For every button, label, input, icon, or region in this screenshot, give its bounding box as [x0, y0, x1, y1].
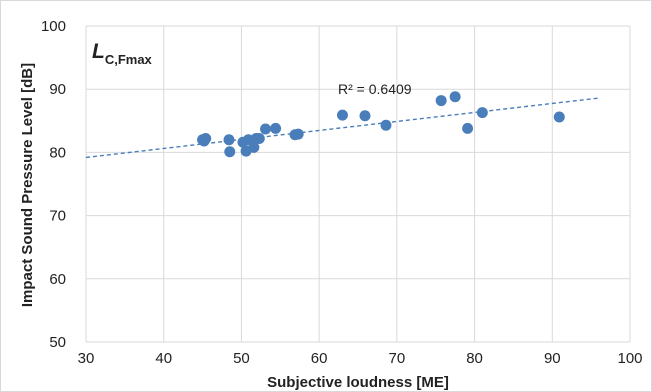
- x-tick-label: 80: [466, 350, 483, 367]
- data-point: [270, 122, 282, 134]
- y-tick-label: 50: [49, 334, 66, 351]
- inset-label-main: L: [92, 40, 105, 63]
- y-tick-label: 60: [49, 271, 66, 288]
- data-point: [380, 119, 392, 131]
- data-point: [476, 107, 488, 119]
- data-point: [224, 146, 236, 158]
- x-axis-title: Subjective loudness [ME]: [267, 374, 449, 391]
- x-tick-label: 40: [155, 350, 172, 367]
- x-tick-label: 90: [544, 350, 561, 367]
- data-point: [248, 141, 260, 153]
- data-point: [553, 111, 565, 123]
- data-points: [197, 91, 565, 158]
- data-point: [449, 91, 461, 103]
- data-point: [223, 134, 235, 146]
- data-point: [435, 95, 447, 107]
- r-squared-label: R² = 0.6409: [338, 81, 412, 97]
- trendline: [85, 97, 599, 159]
- x-tick-label: 60: [311, 350, 328, 367]
- data-point: [292, 128, 304, 140]
- y-axis-title: Impact Sound Pressure Level [dB]: [19, 63, 36, 307]
- y-tick-label: 80: [49, 144, 66, 161]
- x-tick-labels: 30 40 50 60 70 80 90 100: [78, 350, 643, 367]
- x-tick-label: 100: [617, 350, 642, 367]
- data-point: [462, 122, 474, 134]
- x-tick-label: 50: [233, 350, 250, 367]
- data-point: [198, 135, 210, 147]
- y-tick-label: 90: [49, 81, 66, 98]
- gridlines: [85, 25, 631, 343]
- data-point: [336, 109, 348, 121]
- x-tick-label: 70: [389, 350, 406, 367]
- data-point: [359, 110, 371, 122]
- inset-series-label: LC,Fmax: [92, 40, 153, 67]
- data-point: [260, 123, 272, 135]
- inset-label-subscript: C,Fmax: [105, 52, 153, 67]
- x-tick-label: 30: [78, 350, 95, 367]
- y-tick-labels: 50 60 70 80 90 100: [41, 18, 66, 351]
- data-point: [253, 132, 265, 144]
- y-tick-label: 100: [41, 18, 66, 35]
- y-tick-label: 70: [49, 208, 66, 225]
